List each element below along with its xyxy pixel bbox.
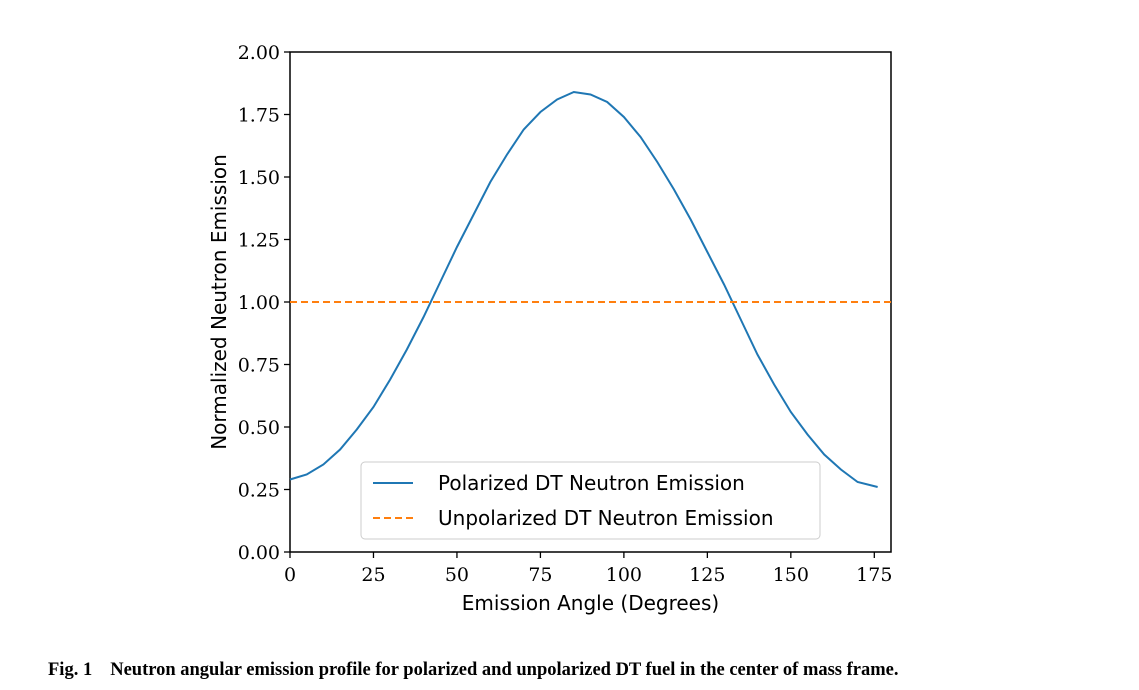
chart: 0 25 50 75 100 125 150 175 0.00 0.25 0.50 0.75 1.00 1… [207,42,893,615]
series-line-1 [289,90,878,488]
y-tick-label: 0.75 [238,355,280,377]
x-tick-label: 175 [856,564,892,586]
legend-label-2: Unpolarized DT Neutron Emission [438,506,774,530]
series-layer [289,90,891,488]
x-tick-label: 0 [284,564,296,586]
x-tick-label: 150 [773,564,809,586]
legend-label-1: Polarized DT Neutron Emission [438,471,745,495]
y-tick-label: 1.25 [238,230,280,252]
figure-label: Fig. 1 [48,660,93,680]
x-axis-title: Emission Angle (Degrees) [462,591,719,615]
x-tick-label: 50 [445,564,469,586]
legend: Polarized DT Neutron Emission Unpolarized… [360,461,821,540]
y-tick-label: 0.50 [238,417,280,439]
y-tick-label: 0.25 [238,480,280,502]
figure-caption: Fig. 1 Neutron angular emission profile f… [48,660,899,681]
x-tick-label: 25 [361,564,385,586]
y-tick-label: 1.00 [238,292,280,314]
y-tick-label: 1.50 [238,167,280,189]
figure-caption-text: Neutron angular emission profile for pol… [110,660,899,680]
y-tick-label: 1.75 [238,105,280,127]
x-tick-label: 125 [689,564,725,586]
x-tick-label: 75 [528,564,552,586]
y-tick-label: 2.00 [238,42,280,64]
legend-box [360,461,821,540]
y-tick-label: 0.00 [238,542,280,564]
y-axis-title: Normalized Neutron Emission [207,154,231,450]
x-tick-label: 100 [606,564,642,586]
axes: 0 25 50 75 100 125 150 175 0.00 0.25 0.50 0.75 1.00 1… [238,42,893,586]
